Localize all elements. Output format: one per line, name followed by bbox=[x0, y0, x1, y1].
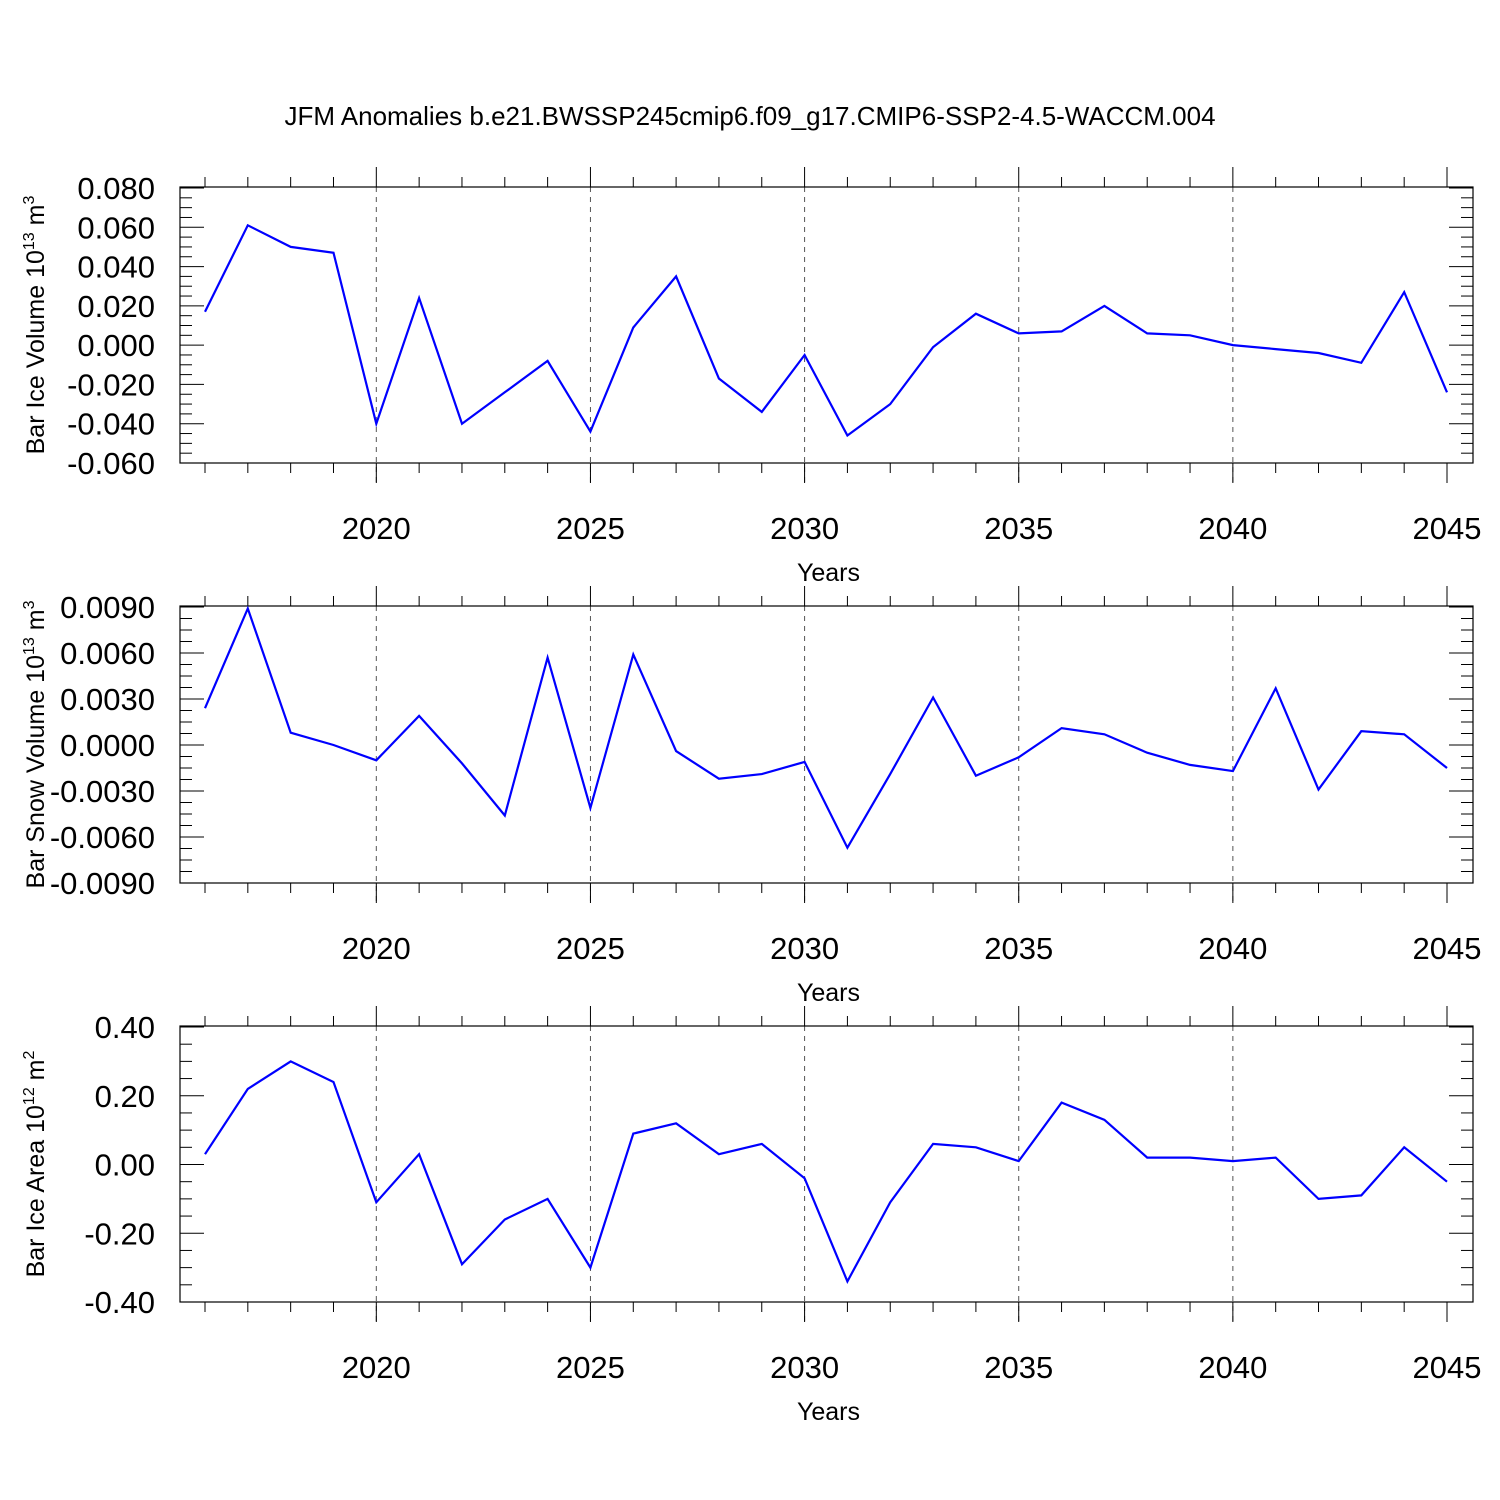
series-line bbox=[204, 1060, 1448, 1284]
y-tick-label: -0.060 bbox=[67, 446, 155, 481]
y-tick-label: -0.0090 bbox=[50, 866, 155, 901]
x-tick-label: 2025 bbox=[556, 511, 625, 546]
y-tick-label: 0.0000 bbox=[60, 728, 155, 763]
y-axis-label: Bar Ice Area 1012 m2 bbox=[21, 1051, 50, 1278]
x-tick-label: 2040 bbox=[1198, 1350, 1267, 1385]
y-tick-label: 0.040 bbox=[77, 250, 155, 285]
series-line bbox=[204, 223, 1449, 438]
x-axis-label: Years bbox=[797, 559, 860, 587]
y-tick-label: 0.40 bbox=[95, 1010, 155, 1045]
x-tick-label: 2030 bbox=[770, 931, 839, 966]
y-tick-label: -0.40 bbox=[84, 1285, 155, 1320]
x-tick-label: 2020 bbox=[342, 511, 411, 546]
y-tick-label: 0.000 bbox=[77, 328, 155, 363]
x-tick-label: 2035 bbox=[984, 511, 1053, 546]
y-tick-label: 0.0060 bbox=[60, 636, 155, 671]
figure-title: JFM Anomalies b.e21.BWSSP245cmip6.f09_g1… bbox=[284, 101, 1215, 131]
plot-frame bbox=[179, 605, 1474, 884]
y-tick-label: 0.0030 bbox=[60, 682, 155, 717]
y-tick-label: -0.20 bbox=[84, 1216, 155, 1251]
plot-frame bbox=[179, 1025, 1474, 1303]
y-tick-label: 0.020 bbox=[77, 289, 155, 324]
series-line bbox=[203, 605, 1448, 851]
x-tick-label: 2020 bbox=[342, 931, 411, 966]
x-tick-label: 2040 bbox=[1198, 931, 1267, 966]
y-tick-label: -0.0030 bbox=[50, 774, 155, 809]
x-tick-label: 2025 bbox=[556, 1350, 625, 1385]
plot-frame bbox=[179, 186, 1474, 464]
chart-panel-1: 2020 2025 2030 2035 2040 2045 0.080 0.060 0.040 0… bbox=[21, 167, 1481, 587]
x-tick-label: 2030 bbox=[770, 1350, 839, 1385]
y-tick-label: 0.00 bbox=[95, 1148, 155, 1183]
x-tick-label: 2035 bbox=[984, 931, 1053, 966]
x-tick-label: 2045 bbox=[1413, 931, 1482, 966]
x-axis-label: Years bbox=[797, 1398, 860, 1426]
x-tick-label: 2045 bbox=[1413, 511, 1482, 546]
y-tick-label: 0.060 bbox=[77, 210, 155, 245]
chart-panel-3: 2020 2025 2030 2035 2040 2045 0.40 0.20 0.00 -0.2… bbox=[21, 1006, 1481, 1426]
y-tick-label: -0.020 bbox=[67, 367, 155, 402]
y-tick-label: 0.20 bbox=[95, 1079, 155, 1114]
y-tick-label: -0.040 bbox=[67, 407, 155, 442]
y-tick-label: 0.080 bbox=[77, 171, 155, 206]
x-axis-label: Years bbox=[797, 979, 860, 1007]
x-tick-label: 2025 bbox=[556, 931, 625, 966]
x-tick-label: 2045 bbox=[1413, 1350, 1482, 1385]
chart-panel-2: 2020 2025 2030 2035 2040 2045 0.0090 0.0060 0.00… bbox=[21, 586, 1481, 1007]
y-axis-label: Bar Ice Volume 1013 m3 bbox=[21, 196, 50, 455]
y-tick-label: 0.0090 bbox=[60, 590, 155, 625]
y-tick-label: -0.0060 bbox=[50, 820, 155, 855]
x-tick-label: 2020 bbox=[342, 1350, 411, 1385]
x-tick-label: 2040 bbox=[1198, 511, 1267, 546]
y-axis-label: Bar Snow Volume 1013 m3 bbox=[21, 600, 50, 888]
x-tick-label: 2030 bbox=[770, 511, 839, 546]
x-tick-label: 2035 bbox=[984, 1350, 1053, 1385]
